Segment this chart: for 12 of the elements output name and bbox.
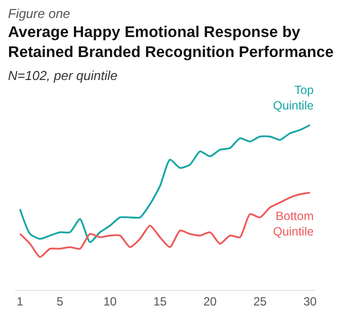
x-tick-label: 25	[253, 294, 267, 308]
x-tick-label: 10	[103, 294, 117, 308]
chart-title: Average Happy Emotional Response by Retained Branded Recognition Performance	[8, 24, 334, 62]
x-tick-label: 1	[16, 294, 24, 308]
series-label: Top Quintile	[273, 83, 314, 113]
x-tick-label: 15	[153, 294, 167, 308]
x-tick-label: 5	[56, 294, 64, 308]
chart-subtitle: N=102, per quintile	[8, 68, 118, 83]
series-label: Bottom Quintile	[273, 209, 314, 239]
text: Figure one	[8, 6, 70, 21]
x-tick-label: 20	[203, 294, 217, 308]
x-tick-label: 30	[303, 294, 317, 308]
